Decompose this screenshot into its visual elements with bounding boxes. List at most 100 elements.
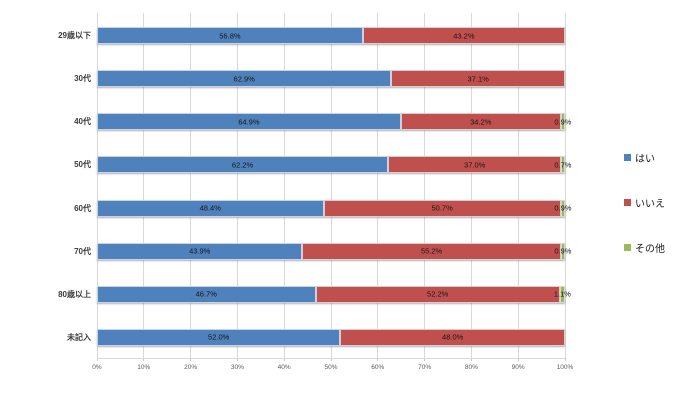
category-label: 未記入: [67, 332, 91, 342]
axis-tick-label: 10%: [137, 364, 151, 371]
data-label: 50.7%: [431, 203, 453, 213]
bar-row: 48.4% 50.7% 0.9%: [97, 199, 571, 217]
gridline-40%: [283, 13, 285, 358]
category-label: 70代: [74, 246, 91, 256]
legend-item: その他: [624, 240, 665, 255]
axis-tick: [424, 358, 426, 361]
axis-tick: [330, 358, 332, 361]
bar-segment-sonota: 0.9%: [554, 113, 571, 131]
data-label: 52.0%: [208, 332, 230, 342]
data-label: 0.9%: [554, 246, 572, 256]
category-label: 30代: [74, 74, 91, 84]
axis-tick-label: 100%: [556, 364, 574, 371]
gridline-90%: [517, 13, 519, 358]
axis-tick-label: 80%: [464, 364, 478, 371]
bar-row: 46.7% 52.2% 1.1%: [97, 285, 571, 303]
axis-tick: [283, 358, 285, 361]
axis-tick-label: 0%: [92, 364, 102, 371]
legend-label: はい: [635, 154, 655, 165]
bar-segment-hai: 62.9%: [97, 70, 392, 88]
gridline-70%: [424, 13, 426, 358]
data-label: 0.7%: [554, 160, 572, 170]
axis-tick: [96, 358, 98, 361]
data-label: 43.2%: [453, 31, 475, 41]
gridline-10%: [143, 13, 145, 358]
axis-line: [97, 358, 565, 359]
bar-segment-iie: 48.0%: [340, 328, 565, 346]
data-label: 43.9%: [189, 246, 211, 256]
gridline-20%: [190, 13, 192, 358]
data-label: 62.9%: [233, 74, 255, 84]
data-label: 37.1%: [467, 74, 489, 84]
bar-segment-sonota: 0.9%: [554, 242, 571, 260]
data-label: 1.1%: [553, 289, 571, 299]
data-label: 0.9%: [554, 117, 572, 127]
bar-segment-iie: 55.2%: [302, 242, 561, 260]
bar-segment-hai: 56.8%: [97, 27, 363, 45]
bar-row: 52.0% 48.0%: [97, 328, 565, 346]
axis-tick: [236, 358, 238, 361]
gridline-30%: [236, 13, 238, 358]
bar-segment-iie: 37.0%: [388, 156, 562, 174]
bar-segment-sonota: 0.9%: [554, 199, 571, 217]
data-label: 48.0%: [442, 332, 464, 342]
bar-row: 62.9% 37.1%: [97, 70, 565, 88]
bar-segment-hai: 52.0%: [97, 328, 341, 346]
bar-row: 64.9% 34.2% 0.9%: [97, 113, 571, 131]
data-label: 56.8%: [219, 31, 241, 41]
gridline-50%: [330, 13, 332, 358]
gridline-0%: [96, 13, 98, 358]
bar-row: 43.9% 55.2% 0.9%: [97, 242, 571, 260]
category-label: 29歳以下: [58, 31, 91, 41]
axis-tick: [470, 358, 472, 361]
bar-segment-iie: 37.1%: [391, 70, 565, 88]
axis-tick: [564, 358, 566, 361]
bar-segment-hai: 64.9%: [97, 113, 401, 131]
data-label: 46.7%: [195, 289, 217, 299]
data-label: 0.9%: [554, 203, 572, 213]
category-label: 80歳以上: [58, 289, 91, 299]
category-label: 60代: [74, 203, 91, 213]
bar-segment-iie: 52.2%: [315, 285, 560, 303]
bar-segment-sonota: 0.7%: [554, 156, 571, 174]
data-label: 37.0%: [464, 160, 486, 170]
gridline-60%: [377, 13, 379, 358]
legend-label: いいえ: [635, 199, 665, 210]
category-label: 40代: [74, 117, 91, 127]
data-label: 64.9%: [238, 117, 260, 127]
gridline-80%: [470, 13, 472, 358]
bar-segment-hai: 48.4%: [97, 199, 324, 217]
legend-label: その他: [635, 244, 665, 255]
legend-item: いいえ: [624, 195, 665, 210]
axis-tick: [517, 358, 519, 361]
data-label: 55.2%: [420, 246, 443, 256]
category-label: 50代: [74, 160, 91, 170]
axis-tick-label: 20%: [184, 364, 198, 371]
axis-tick: [143, 358, 145, 361]
axis-tick-label: 70%: [418, 364, 432, 371]
axis-tick: [377, 358, 379, 361]
legend-swatch-icon: [624, 199, 631, 206]
axis-tick-label: 90%: [511, 364, 525, 371]
axis-tick-label: 60%: [371, 364, 385, 371]
axis-tick-label: 30%: [230, 364, 244, 371]
bar-segment-hai: 46.7%: [97, 285, 316, 303]
bar-segment-iie: 34.2%: [400, 113, 561, 131]
bar-row: 62.2% 37.0% 0.7%: [97, 156, 571, 174]
data-label: 62.2%: [231, 160, 254, 170]
legend-swatch-icon: [624, 244, 631, 251]
axis-tick-label: 50%: [324, 364, 338, 371]
data-label: 52.2%: [427, 289, 449, 299]
bar-row: 56.8% 43.2%: [97, 27, 565, 45]
bar-segment-iie: 43.2%: [362, 27, 565, 45]
axis-tick-label: 40%: [277, 364, 291, 371]
legend-swatch-icon: [624, 154, 631, 161]
gridline-100%: [564, 13, 566, 358]
bar-segment-sonota: 1.1%: [554, 285, 571, 303]
legend-item: はい: [624, 150, 655, 165]
bar-segment-iie: 50.7%: [323, 199, 561, 217]
axis-tick: [190, 358, 192, 361]
bar-segment-hai: 43.9%: [97, 242, 303, 260]
data-label: 48.4%: [199, 203, 221, 213]
